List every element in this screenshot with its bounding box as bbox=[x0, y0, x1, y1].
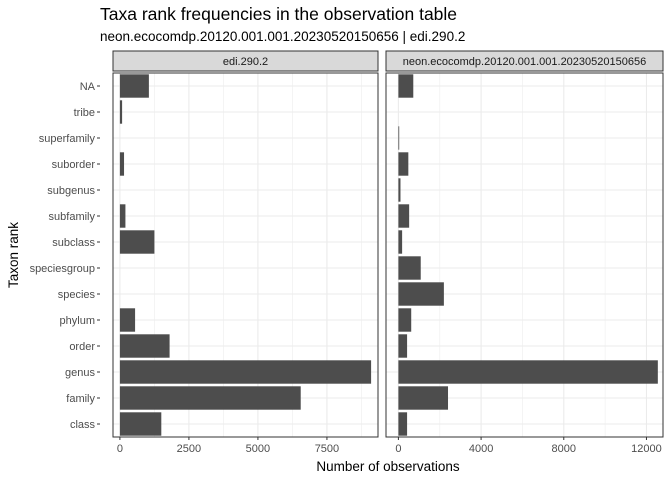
y-tick-label: genus bbox=[65, 367, 95, 379]
bar bbox=[119, 308, 136, 332]
x-axis-title: Number of observations bbox=[316, 459, 460, 474]
x-tick-label: 8000 bbox=[552, 443, 576, 455]
bar bbox=[398, 386, 449, 410]
facet-strip bbox=[112, 50, 379, 72]
bar bbox=[398, 126, 400, 150]
bar bbox=[119, 204, 126, 228]
y-axis-title: Taxon rank bbox=[6, 222, 21, 288]
y-tick-label: family bbox=[66, 393, 95, 405]
bar bbox=[398, 360, 658, 384]
facet-strip-label: neon.ecocomdp.20120.001.001.202305201506… bbox=[403, 56, 646, 68]
bar bbox=[398, 230, 403, 254]
bar bbox=[398, 152, 409, 176]
bar bbox=[119, 230, 155, 254]
x-tick-label: 12000 bbox=[631, 443, 662, 455]
bar bbox=[398, 178, 401, 202]
y-tick-label: class bbox=[70, 419, 96, 431]
facet-strip bbox=[385, 50, 664, 72]
y-tick-label: subclass bbox=[52, 237, 95, 249]
chart-subtitle: neon.ecocomdp.20120.001.001.202305201506… bbox=[100, 29, 466, 44]
bar bbox=[119, 74, 149, 98]
y-tick-label: species bbox=[58, 289, 96, 301]
x-tick-label: 0 bbox=[395, 443, 401, 455]
panel-border bbox=[112, 72, 379, 438]
bar bbox=[398, 74, 414, 98]
bar bbox=[119, 152, 125, 176]
y-tick-label: subfamily bbox=[49, 211, 96, 223]
x-tick-label: 4000 bbox=[469, 443, 493, 455]
y-tick-label: tribe bbox=[74, 107, 95, 119]
bar bbox=[119, 360, 372, 384]
bar bbox=[398, 204, 410, 228]
bar bbox=[398, 412, 408, 436]
y-tick-label: speciesgroup bbox=[30, 263, 95, 275]
bar bbox=[119, 386, 301, 410]
x-tick-label: 2500 bbox=[177, 443, 201, 455]
panel-border bbox=[385, 72, 664, 438]
y-tick-label: phylum bbox=[60, 315, 95, 327]
y-tick-label: superfamily bbox=[39, 133, 96, 145]
facet-strip-label: edi.290.2 bbox=[223, 56, 268, 68]
y-tick-label: NA bbox=[80, 81, 96, 93]
bar bbox=[398, 334, 408, 358]
y-tick-label: order bbox=[69, 341, 95, 353]
y-tick-label: subgenus bbox=[47, 185, 95, 197]
bar bbox=[398, 282, 444, 306]
bar bbox=[398, 256, 421, 280]
bar bbox=[119, 412, 162, 436]
bar bbox=[398, 308, 412, 332]
x-tick-label: 5000 bbox=[246, 443, 270, 455]
x-tick-label: 0 bbox=[117, 443, 123, 455]
y-tick-label: suborder bbox=[52, 159, 96, 171]
x-tick-label: 7500 bbox=[315, 443, 339, 455]
chart-title: Taxa rank frequencies in the observation… bbox=[100, 4, 458, 24]
bar bbox=[119, 100, 123, 124]
bar bbox=[119, 334, 170, 358]
